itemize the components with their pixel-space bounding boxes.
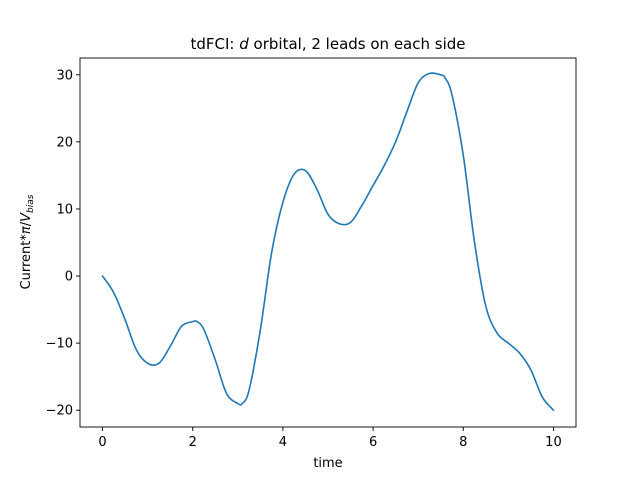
x-tick-label: 10 [545, 435, 562, 450]
x-tick-label: 0 [98, 435, 106, 450]
x-tick-label: 4 [279, 435, 287, 450]
x-axis-ticks: 0 2 4 6 8 10 [98, 427, 562, 450]
y-tick-label: 30 [56, 68, 73, 83]
x-tick-label: 2 [189, 435, 197, 450]
chart-title: tdFCI: d orbital, 2 leads on each side [191, 35, 466, 53]
plot-area [101, 72, 555, 412]
y-tick-label: 20 [56, 135, 73, 150]
y-tick-label: −10 [46, 337, 73, 352]
x-axis-label: time [313, 456, 342, 471]
series-line [101, 72, 555, 412]
axes-frame [79, 57, 577, 428]
x-tick-label: 8 [459, 435, 467, 450]
y-tick-label: 10 [56, 202, 73, 217]
x-tick-label: 6 [369, 435, 377, 450]
y-axis-label: Current*π/Vbias [19, 194, 36, 289]
y-tick-label: 0 [65, 270, 73, 285]
y-tick-label: −20 [46, 404, 73, 419]
y-axis-ticks: −20 −10 0 10 20 30 [46, 68, 80, 419]
